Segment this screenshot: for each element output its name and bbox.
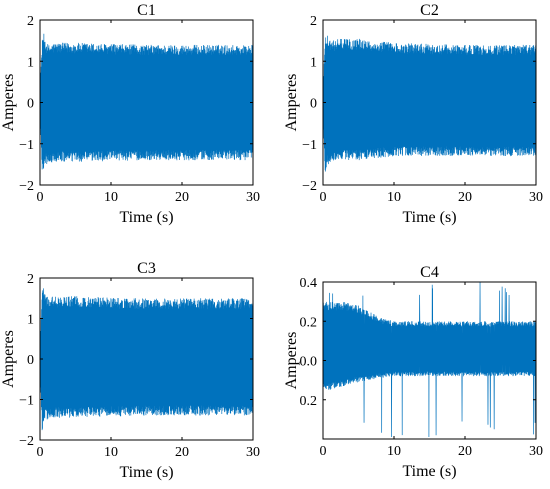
chart-title-c2: C2 [420, 2, 439, 19]
x-tick-label: 10 [104, 445, 118, 460]
x-tick-label: 30 [246, 190, 260, 205]
y-tick-label: 0.2 [300, 394, 318, 409]
x-tick-label: 0 [37, 190, 44, 205]
x-axis-label: Time (s) [402, 463, 456, 480]
y-tick-label: −2 [302, 179, 317, 194]
y-tick-label: 1 [27, 55, 34, 70]
y-tick-label: 1 [27, 313, 34, 328]
x-tick-label: 0 [37, 445, 44, 460]
chart-panel-c1: 0 10 20 30 −2 −1 0 1 2 C1 Time (s) Amperes [0, 2, 260, 226]
y-tick-label: 0.0 [300, 355, 318, 370]
y-tick-label: 1 [310, 55, 317, 70]
y-tick-label: −1 [302, 138, 317, 153]
x-axis-label: Time (s) [402, 209, 456, 226]
signal-trace-c1 [40, 33, 253, 170]
x-tick-label: 30 [246, 445, 260, 460]
x-axis-label: Time (s) [119, 464, 173, 481]
x-tick-label: 20 [175, 445, 189, 460]
x-tick-label: 10 [104, 190, 118, 205]
y-axis-label: Amperes [283, 74, 300, 132]
x-tick-label: 10 [387, 190, 401, 205]
x-tick-label: 20 [175, 190, 189, 205]
y-axis-label: Amperes [283, 332, 300, 390]
x-tick-label: 20 [458, 190, 472, 205]
x-tick-label: 10 [387, 444, 401, 459]
chart-title-c1: C1 [137, 2, 156, 19]
chart-panel-c3: 0 10 20 30 −2 −1 0 1 2 C3 Time (s) Amperes [0, 260, 260, 481]
y-tick-label: 0 [310, 97, 317, 112]
x-tick-label: 30 [529, 444, 543, 459]
x-tick-label: 30 [529, 190, 543, 205]
signal-trace-c4 [323, 282, 536, 437]
signal-trace-c2 [323, 35, 536, 172]
y-tick-label: −2 [19, 434, 34, 449]
x-tick-label: 20 [458, 444, 472, 459]
y-axis-label: Amperes [0, 330, 17, 388]
y-tick-label: 2 [310, 14, 317, 29]
y-tick-label: 0.2 [300, 315, 318, 330]
y-tick-label: 0 [27, 97, 34, 112]
y-tick-label: 2 [27, 14, 34, 29]
y-tick-label: −1 [19, 138, 34, 153]
y-tick-label: −2 [19, 179, 34, 194]
chart-title-c3: C3 [137, 260, 156, 277]
x-axis-label: Time (s) [119, 209, 173, 226]
y-tick-label: −1 [19, 394, 34, 409]
y-tick-label: 2 [27, 272, 34, 287]
chart-title-c4: C4 [420, 264, 439, 281]
chart-panel-c2: 0 10 20 30 −2 −1 0 1 2 C2 Time (s) Amperes [283, 2, 543, 226]
signal-trace-c3 [40, 288, 253, 431]
chart-panel-c4: 0 10 20 30 0.2 0.0 0.2 0.4 C4 Time (s) Amperes [283, 264, 543, 480]
x-tick-label: 0 [320, 190, 327, 205]
y-tick-label: 0 [27, 353, 34, 368]
y-tick-label: 0.4 [300, 276, 318, 291]
x-tick-label: 0 [320, 444, 327, 459]
y-axis-label: Amperes [0, 74, 17, 132]
